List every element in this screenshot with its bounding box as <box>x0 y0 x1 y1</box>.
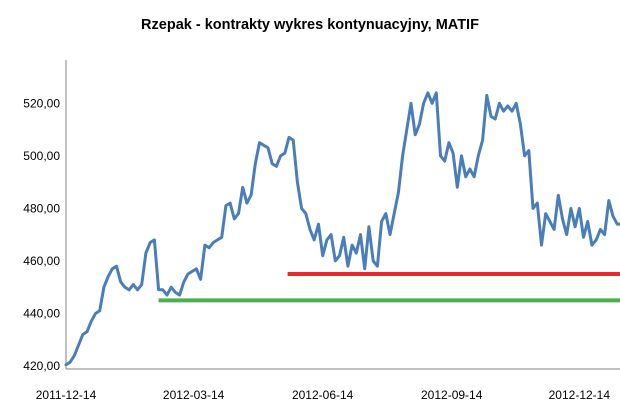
x-axis-ticks: 2011-12-14 2012-03-14 2012-06-14 2012-09-14… <box>36 388 611 402</box>
series-line <box>64 91 620 367</box>
x-tick-label: 2011-12-14 <box>36 388 97 402</box>
series-group <box>64 91 620 367</box>
y-tick-label: 420,00 <box>23 359 60 373</box>
x-tick-label: 2012-12-14 <box>549 388 611 402</box>
y-tick-label: 500,00 <box>23 149 60 163</box>
chart-title: Rzepak - kontrakty wykres kontynuacyjny,… <box>141 17 479 33</box>
y-tick-label: 520,00 <box>23 96 60 110</box>
y-tick-label: 440,00 <box>23 306 60 320</box>
x-tick-label: 2012-09-14 <box>421 388 483 402</box>
x-tick-label: 2012-06-14 <box>292 388 354 402</box>
y-tick-label: 460,00 <box>23 254 60 268</box>
y-axis-ticks: 420,00 440,00 460,00 480,00 500,00 520,00 <box>23 96 60 373</box>
y-tick-label: 480,00 <box>23 201 60 215</box>
reference-lines <box>158 272 620 303</box>
x-tick-label: 2012-03-14 <box>163 388 225 402</box>
